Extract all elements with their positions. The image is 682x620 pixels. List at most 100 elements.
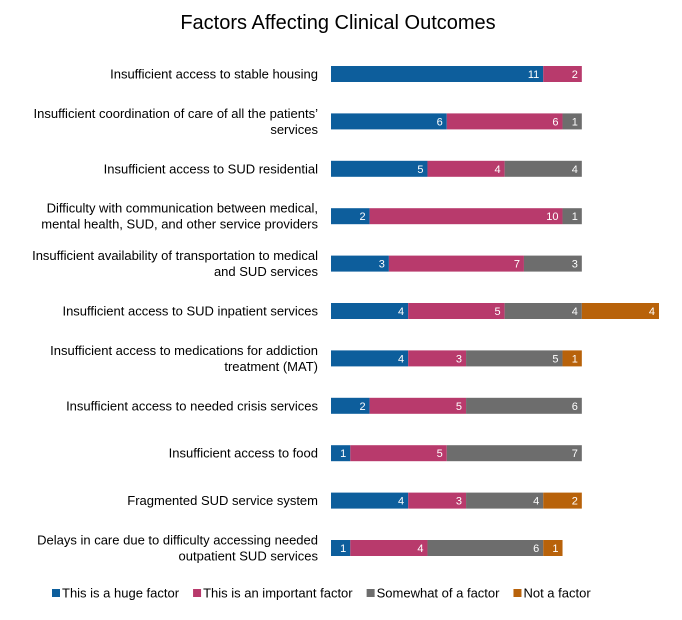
category-label: Insufficient access to needed crisis ser… <box>66 398 318 413</box>
bar-segment <box>408 492 467 509</box>
bar-segment <box>562 350 582 367</box>
bar-segment <box>427 540 544 556</box>
bar-segment <box>543 66 582 82</box>
data-label: 6 <box>552 116 558 128</box>
category-label: services <box>270 122 318 137</box>
data-label: 4 <box>572 306 578 318</box>
data-label: 1 <box>340 543 346 555</box>
data-label: 1 <box>572 211 578 223</box>
bar-segment <box>331 492 409 509</box>
bar-segment <box>523 255 582 272</box>
data-label: 5 <box>552 353 558 365</box>
bar-segment <box>331 445 351 462</box>
bar-segment <box>331 208 370 225</box>
legend-swatch <box>52 589 60 597</box>
category-label: Insufficient access to stable housing <box>110 67 318 82</box>
bar-segment <box>408 303 505 319</box>
data-label: 6 <box>533 543 539 555</box>
data-label: 7 <box>572 448 578 460</box>
data-label: 3 <box>456 496 462 508</box>
bar-segment <box>331 113 447 130</box>
legend-label: This is a huge factor <box>62 586 180 601</box>
category-label: and SUD services <box>214 264 319 279</box>
data-label: 2 <box>572 496 578 508</box>
bar-segment <box>466 350 563 367</box>
bar-segment <box>369 208 563 225</box>
data-label: 4 <box>533 496 539 508</box>
bars: 11 2 6 6 1 5 4 4 2 10 1 3 7 3 4 5 4 4 4 3 5 1 2 5 6 1 5 7 4 3 4 2 1 4 6 1 <box>331 66 659 556</box>
legend-swatch <box>366 589 375 597</box>
data-label: 5 <box>495 306 501 318</box>
category-label: Insufficient availability of transportat… <box>32 248 318 263</box>
data-label: 1 <box>572 353 578 365</box>
data-label: 4 <box>417 543 423 555</box>
data-label: 2 <box>359 401 365 413</box>
bar-segment <box>581 303 659 319</box>
bar-segment <box>427 160 505 177</box>
bar-segment <box>350 540 428 556</box>
chart-title: Factors Affecting Clinical Outcomes <box>180 12 495 34</box>
bar-segment <box>504 303 582 319</box>
data-label: 1 <box>340 448 346 460</box>
category-label: treatment (MAT) <box>224 359 318 374</box>
bar-segment <box>331 350 409 367</box>
bar-segment <box>331 255 389 272</box>
legend: This is a huge factor This is an importan… <box>52 586 591 601</box>
data-label: 4 <box>572 164 578 176</box>
data-label: 2 <box>572 69 578 81</box>
bar-segment <box>331 540 351 556</box>
bar-segment <box>369 397 467 414</box>
data-label: 6 <box>437 116 443 128</box>
category-label: Fragmented SUD service system <box>127 493 318 508</box>
bar-segment <box>466 397 582 414</box>
data-label: 10 <box>546 211 558 223</box>
category-label: Delays in care due to difficulty accessi… <box>37 533 318 548</box>
category-label: Insufficient coordination of care of all… <box>34 106 319 121</box>
data-label: 1 <box>552 543 558 555</box>
bar-segment <box>543 492 582 509</box>
data-label: 7 <box>514 259 520 271</box>
legend-swatch <box>193 589 202 597</box>
data-label: 4 <box>398 496 404 508</box>
category-label: mental health, SUD, and other service pr… <box>41 217 318 232</box>
legend-label: Somewhat of a factor <box>377 586 501 601</box>
data-label: 3 <box>572 259 578 271</box>
bar-segment <box>331 160 428 177</box>
bar-segment <box>331 303 409 319</box>
bar-segment <box>504 160 582 177</box>
data-label: 6 <box>572 401 578 413</box>
category-labels: Insufficient access to stable housing Ins… <box>32 67 318 564</box>
data-label: 2 <box>359 211 365 223</box>
bar-segment <box>408 350 467 367</box>
bar-segment <box>543 540 563 556</box>
bar-segment <box>331 66 544 82</box>
legend-swatch <box>513 589 522 597</box>
bar-segment <box>446 113 563 130</box>
category-label: Insufficient access to medications for a… <box>50 343 318 358</box>
bar-segment <box>331 397 370 414</box>
data-label: 11 <box>528 69 539 81</box>
data-label: 4 <box>495 164 501 176</box>
data-label: 3 <box>379 259 385 271</box>
bar-segment <box>388 255 524 272</box>
bar-segment <box>562 113 582 130</box>
data-label: 4 <box>649 306 655 318</box>
category-label: Insufficient access to food <box>169 446 318 461</box>
data-label: 5 <box>417 164 423 176</box>
legend-label: This is an important factor <box>203 586 353 601</box>
data-label: 4 <box>398 306 404 318</box>
category-label: Insufficient access to SUD inpatient ser… <box>62 304 318 319</box>
data-label: 1 <box>572 116 578 128</box>
bar-segment <box>350 445 447 462</box>
data-label: 5 <box>437 448 443 460</box>
data-label: 3 <box>456 353 462 365</box>
category-label: outpatient SUD services <box>179 549 319 564</box>
bar-segment <box>446 445 582 462</box>
category-label: Difficulty with communication between me… <box>47 201 318 216</box>
data-label: 4 <box>398 353 404 365</box>
category-label: Insufficient access to SUD residential <box>104 161 318 176</box>
legend-label: Not a factor <box>523 586 591 601</box>
bar-segment <box>466 492 544 509</box>
data-label: 5 <box>456 401 462 413</box>
